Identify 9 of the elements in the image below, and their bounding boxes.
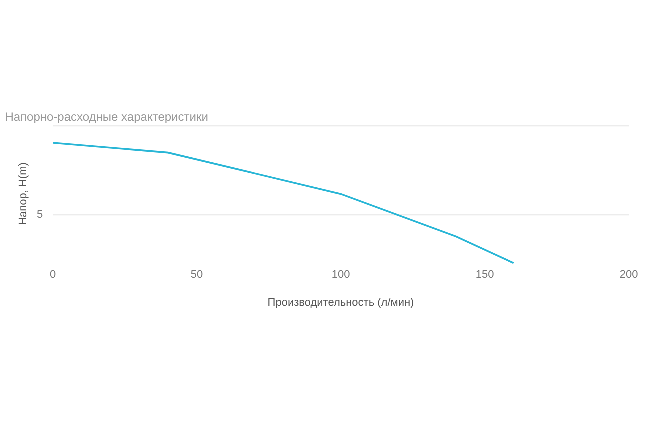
x-axis-title: Производительность (л/мин) [268,297,414,310]
x-tick-label: 100 [332,269,350,281]
text: 5 [37,209,44,221]
x-tick-label: 150 [476,269,494,281]
y-axis-title: Напор, H(m) [18,162,30,226]
chart-title: Напорно-расходные характеристики [5,110,208,124]
x-tick-label: 200 [620,269,638,281]
x-tick-label: 50 [190,269,204,281]
x-tick-label: 0 [50,269,56,281]
